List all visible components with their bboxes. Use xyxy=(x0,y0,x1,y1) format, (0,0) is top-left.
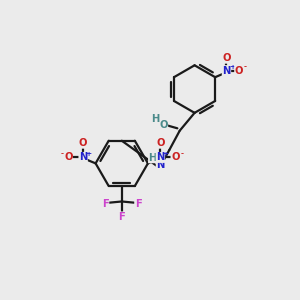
Text: O: O xyxy=(222,53,231,63)
Text: -: - xyxy=(244,64,247,70)
Text: -: - xyxy=(180,151,183,157)
Text: O: O xyxy=(159,120,168,130)
Text: F: F xyxy=(102,199,109,209)
Text: N: N xyxy=(222,66,231,76)
Text: N: N xyxy=(156,152,165,162)
Text: +: + xyxy=(85,151,91,157)
Text: H: H xyxy=(148,153,157,163)
Text: F: F xyxy=(118,212,125,222)
Text: O: O xyxy=(64,152,73,162)
Text: N: N xyxy=(156,160,165,170)
Text: O: O xyxy=(79,138,87,148)
Text: -: - xyxy=(60,151,63,157)
Text: +: + xyxy=(163,151,169,157)
Text: O: O xyxy=(171,152,179,162)
Text: F: F xyxy=(135,199,142,209)
Text: H: H xyxy=(151,114,159,124)
Text: +: + xyxy=(229,64,235,70)
Text: N: N xyxy=(79,152,87,162)
Text: O: O xyxy=(235,66,243,76)
Text: O: O xyxy=(156,138,165,148)
